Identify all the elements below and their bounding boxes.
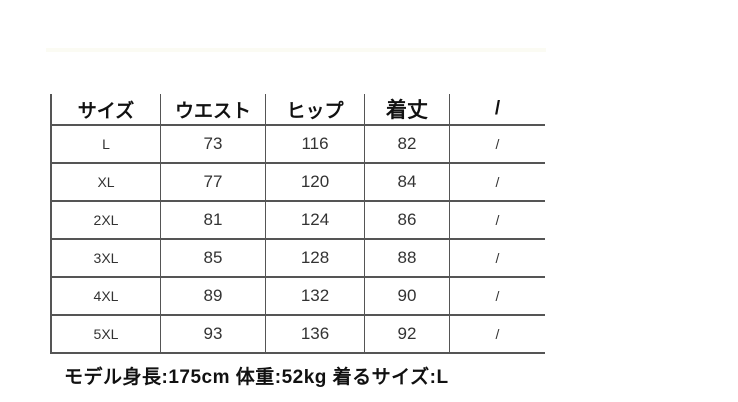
- model-info: モデル身長:175cm 体重:52kg 着るサイズ:L: [64, 367, 449, 388]
- header-size: サイズ: [50, 94, 161, 126]
- header-extra: /: [449, 94, 545, 126]
- table-row: 5XL 93 136 92/: [50, 315, 545, 354]
- table-header-row: サイズ ウエスト ヒップ 着丈 /: [50, 94, 545, 126]
- cell-waist: 89: [160, 277, 266, 316]
- cell-hip: 136: [265, 315, 365, 354]
- cell-length: 86: [364, 201, 450, 240]
- cell-size: 5XL: [50, 315, 161, 354]
- cell-extra: /: [449, 125, 545, 164]
- cell-hip: 128: [265, 239, 365, 278]
- table-row: XL 77 120 84/: [50, 163, 545, 202]
- cell-hip: 124: [265, 201, 365, 240]
- cell-waist: 93: [160, 315, 266, 354]
- cell-extra: /: [449, 277, 545, 316]
- cell-length: 84: [364, 163, 450, 202]
- table-row: L 73 116 82/: [50, 125, 545, 164]
- cell-extra: /: [449, 315, 545, 354]
- header-length: 着丈: [364, 94, 450, 126]
- cell-waist: 85: [160, 239, 266, 278]
- cell-waist: 81: [160, 201, 266, 240]
- cell-length: 88: [364, 239, 450, 278]
- cell-size: 2XL: [50, 201, 161, 240]
- cell-size: 4XL: [50, 277, 161, 316]
- cell-size: XL: [50, 163, 161, 202]
- table-row: 3XL 85 128 88/: [50, 239, 545, 278]
- cell-size: L: [50, 125, 161, 164]
- cell-size: 3XL: [50, 239, 161, 278]
- decorative-band: [46, 48, 546, 52]
- cell-length: 92: [364, 315, 450, 354]
- cell-waist: 73: [160, 125, 266, 164]
- cell-hip: 132: [265, 277, 365, 316]
- cell-extra: /: [449, 239, 545, 278]
- cell-hip: 120: [265, 163, 365, 202]
- cell-extra: /: [449, 163, 545, 202]
- cell-hip: 116: [265, 125, 365, 164]
- cell-length: 90: [364, 277, 450, 316]
- header-waist: ウエスト: [160, 94, 266, 126]
- cell-waist: 77: [160, 163, 266, 202]
- cell-extra: /: [449, 201, 545, 240]
- header-hip: ヒップ: [265, 94, 365, 126]
- cell-length: 82: [364, 125, 450, 164]
- table-row: 2XL 81 124 86/: [50, 201, 545, 240]
- size-chart-table: サイズ ウエスト ヒップ 着丈 / L 73 116 82/XL 77 120 84/2XL…: [50, 94, 545, 354]
- table-row: 4XL 89 132 90/: [50, 277, 545, 316]
